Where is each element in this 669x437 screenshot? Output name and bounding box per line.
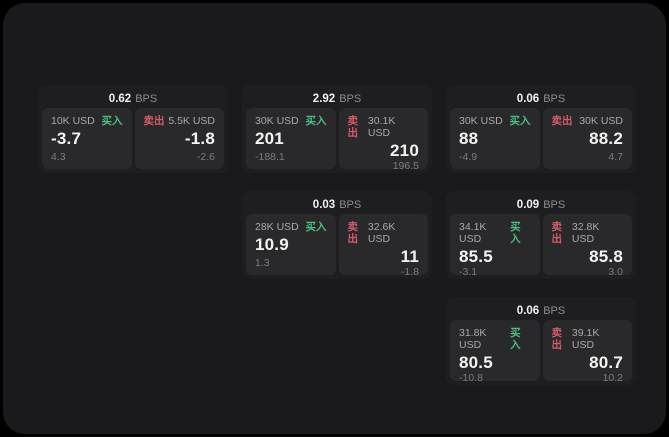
bps-value: 2.92 bbox=[312, 92, 336, 105]
sell-amount: 5.5K USD bbox=[168, 115, 215, 127]
buy-amount: 34.1K USD bbox=[459, 221, 487, 245]
quote-panels: 30K USD 买入 88 -4.9 卖出 30K USD 88.2 4.7 bbox=[450, 108, 632, 169]
sell-panel[interactable]: 卖出 39.1K USD 80.7 10.2 bbox=[542, 320, 632, 384]
sell-delta: 3.0 bbox=[608, 266, 623, 278]
sell-price: 210 bbox=[390, 141, 419, 160]
sell-amount: 32.8K USD bbox=[571, 221, 600, 245]
bps-value: 0.06 bbox=[516, 92, 540, 105]
sell-price: 88.2 bbox=[589, 129, 623, 148]
sell-label: 卖出 bbox=[347, 115, 359, 139]
sell-price: -1.8 bbox=[184, 129, 215, 148]
bps-value: 0.03 bbox=[312, 198, 336, 211]
sell-delta: 4.7 bbox=[608, 151, 623, 163]
buy-amount: 28K USD bbox=[255, 221, 299, 233]
buy-price: 85.5 bbox=[459, 247, 493, 266]
buy-label: 买入 bbox=[509, 115, 531, 127]
bps-value: 0.09 bbox=[516, 198, 540, 211]
sell-amount: 30K USD bbox=[579, 115, 623, 127]
bps-header: 0.62 BPS bbox=[42, 89, 224, 108]
buy-panel[interactable]: 30K USD 买入 201 -188.1 bbox=[246, 108, 336, 169]
sell-delta: 196.5 bbox=[392, 160, 419, 172]
quote-card: 0.62 BPS 10K USD 买入 -3.7 4.3 卖出 5.5K USD… bbox=[38, 85, 228, 173]
buy-panel[interactable]: 28K USD 买入 10.9 1.3 bbox=[246, 214, 336, 275]
buy-delta: -4.9 bbox=[459, 151, 478, 163]
buy-amount: 10K USD bbox=[51, 115, 95, 127]
bps-unit-label: BPS bbox=[543, 304, 566, 317]
bps-unit-label: BPS bbox=[339, 92, 362, 105]
buy-delta: -3.1 bbox=[459, 266, 478, 278]
sell-label: 卖出 bbox=[551, 115, 573, 127]
bps-header: 0.06 BPS bbox=[450, 89, 632, 108]
buy-price: 80.5 bbox=[459, 353, 493, 372]
bps-header: 2.92 BPS bbox=[246, 89, 428, 108]
sell-price: 80.7 bbox=[589, 353, 623, 372]
bps-unit-label: BPS bbox=[135, 92, 158, 105]
buy-delta: -188.1 bbox=[255, 151, 285, 163]
sell-amount: 30.1K USD bbox=[367, 115, 396, 139]
quote-card: 0.03 BPS 28K USD 买入 10.9 1.3 卖出 32.6K US… bbox=[242, 191, 432, 279]
bps-header: 0.03 BPS bbox=[246, 195, 428, 214]
sell-label: 卖出 bbox=[347, 221, 359, 245]
sell-price: 85.8 bbox=[589, 247, 623, 266]
buy-price: 88 bbox=[459, 129, 479, 148]
quote-panels: 28K USD 买入 10.9 1.3 卖出 32.6K USD 11 -1.8 bbox=[246, 214, 428, 278]
bps-value: 0.06 bbox=[516, 304, 540, 317]
quote-panels: 31.8K USD 买入 80.5 -10.8 卖出 39.1K USD 80.… bbox=[450, 320, 632, 384]
buy-delta: 4.3 bbox=[51, 151, 66, 163]
buy-panel[interactable]: 31.8K USD 买入 80.5 -10.8 bbox=[450, 320, 540, 384]
buy-delta: -10.8 bbox=[459, 372, 483, 384]
buy-panel[interactable]: 30K USD 买入 88 -4.9 bbox=[450, 108, 540, 169]
buy-price: 10.9 bbox=[255, 235, 289, 254]
buy-delta: 1.3 bbox=[255, 257, 270, 269]
buy-label: 买入 bbox=[305, 115, 327, 127]
quote-card: 0.09 BPS 34.1K USD 买入 85.5 -3.1 卖出 32.8K… bbox=[446, 191, 636, 279]
buy-price: 201 bbox=[255, 129, 284, 148]
quote-panels: 30K USD 买入 201 -188.1 卖出 30.1K USD 210 1… bbox=[246, 108, 428, 172]
buy-price: -3.7 bbox=[51, 129, 82, 148]
sell-label: 卖出 bbox=[551, 327, 563, 351]
quote-panels: 34.1K USD 买入 85.5 -3.1 卖出 32.8K USD 85.8… bbox=[450, 214, 632, 278]
sell-amount: 39.1K USD bbox=[571, 327, 600, 351]
quote-card: 2.92 BPS 30K USD 买入 201 -188.1 卖出 30.1K … bbox=[242, 85, 432, 173]
sell-panel[interactable]: 卖出 5.5K USD -1.8 -2.6 bbox=[134, 108, 224, 169]
buy-panel[interactable]: 10K USD 买入 -3.7 4.3 bbox=[42, 108, 132, 169]
buy-label: 买入 bbox=[510, 221, 521, 245]
buy-label: 买入 bbox=[101, 115, 123, 127]
bps-value: 0.62 bbox=[108, 92, 132, 105]
buy-label: 买入 bbox=[510, 327, 521, 351]
sell-panel[interactable]: 卖出 30.1K USD 210 196.5 bbox=[338, 108, 428, 172]
buy-amount: 30K USD bbox=[255, 115, 299, 127]
sell-delta: -1.8 bbox=[400, 266, 419, 278]
quote-card: 0.06 BPS 30K USD 买入 88 -4.9 卖出 30K USD 8… bbox=[446, 85, 636, 173]
bps-unit-label: BPS bbox=[543, 198, 566, 211]
bps-unit-label: BPS bbox=[339, 198, 362, 211]
sell-delta: 10.2 bbox=[602, 372, 623, 384]
sell-amount: 32.6K USD bbox=[367, 221, 396, 245]
sell-delta: -2.6 bbox=[196, 151, 215, 163]
sell-panel[interactable]: 卖出 32.6K USD 11 -1.8 bbox=[338, 214, 428, 278]
sell-price: 11 bbox=[400, 247, 419, 266]
bps-header: 0.06 BPS bbox=[450, 301, 632, 320]
main-panel: 0.62 BPS 10K USD 买入 -3.7 4.3 卖出 5.5K USD… bbox=[3, 3, 666, 434]
buy-panel[interactable]: 34.1K USD 买入 85.5 -3.1 bbox=[450, 214, 540, 278]
buy-label: 买入 bbox=[305, 221, 327, 233]
quote-panels: 10K USD 买入 -3.7 4.3 卖出 5.5K USD -1.8 -2.… bbox=[42, 108, 224, 169]
buy-amount: 30K USD bbox=[459, 115, 503, 127]
sell-label: 卖出 bbox=[551, 221, 563, 245]
sell-label: 卖出 bbox=[143, 115, 165, 127]
bps-unit-label: BPS bbox=[543, 92, 566, 105]
bps-header: 0.09 BPS bbox=[450, 195, 632, 214]
sell-panel[interactable]: 卖出 30K USD 88.2 4.7 bbox=[542, 108, 632, 169]
sell-panel[interactable]: 卖出 32.8K USD 85.8 3.0 bbox=[542, 214, 632, 278]
buy-amount: 31.8K USD bbox=[459, 327, 487, 351]
quote-card: 0.06 BPS 31.8K USD 买入 80.5 -10.8 卖出 39.1… bbox=[446, 297, 636, 385]
